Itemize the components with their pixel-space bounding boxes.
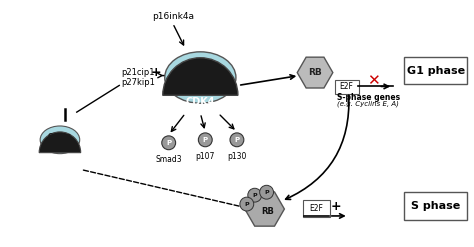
Text: Cyclin
E/A: Cyclin E/A [48,133,72,146]
Wedge shape [163,58,238,95]
Text: P: P [166,140,171,146]
Text: P: P [264,190,269,195]
Text: +: + [151,66,161,79]
Text: +: + [330,200,341,213]
Text: S phase: S phase [411,201,460,211]
Text: p21cip1: p21cip1 [121,68,155,77]
Ellipse shape [40,126,80,154]
Text: Smad3: Smad3 [155,155,182,164]
Circle shape [198,133,212,147]
FancyBboxPatch shape [404,57,467,84]
Wedge shape [39,132,81,153]
Circle shape [230,133,244,147]
Ellipse shape [165,52,236,103]
Text: P: P [253,193,257,198]
Text: E2F: E2F [310,204,323,213]
Text: CDK4: CDK4 [186,97,215,107]
Circle shape [162,136,176,150]
Text: p27kip1: p27kip1 [121,78,155,87]
Text: CDK2: CDK2 [49,155,71,161]
Text: P: P [245,202,249,206]
Circle shape [240,197,254,211]
Text: p16ink4a: p16ink4a [152,12,194,21]
Text: RB: RB [308,68,322,77]
Text: ✕: ✕ [367,73,380,88]
FancyBboxPatch shape [303,200,330,217]
Text: (e.g. Cyclins E, A): (e.g. Cyclins E, A) [337,100,400,107]
FancyBboxPatch shape [404,192,467,220]
Text: E2F: E2F [340,82,354,91]
Text: P: P [234,137,239,143]
Text: RB: RB [261,206,274,215]
Text: p130: p130 [227,152,246,161]
Text: p107: p107 [196,152,215,161]
Circle shape [260,185,273,199]
Text: P: P [203,137,208,143]
Circle shape [248,188,262,202]
FancyBboxPatch shape [335,80,358,94]
Text: G1 phase: G1 phase [407,66,465,76]
Text: S-phase genes: S-phase genes [337,93,400,102]
Text: Cyclin
D1: Cyclin D1 [180,67,213,88]
